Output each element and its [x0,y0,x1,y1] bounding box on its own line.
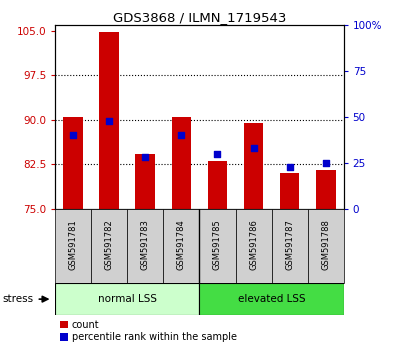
Text: elevated LSS: elevated LSS [238,294,305,304]
Text: stress: stress [2,294,33,304]
Text: GSM591788: GSM591788 [321,219,330,270]
Bar [55,209,91,283]
Title: GDS3868 / ILMN_1719543: GDS3868 / ILMN_1719543 [113,11,286,24]
Point [322,160,329,166]
Bar [208,161,228,209]
Bar [91,209,127,283]
Point [178,132,184,138]
Bar [64,117,83,209]
Bar [171,117,191,209]
Text: GSM591786: GSM591786 [249,219,258,270]
Bar [135,154,155,209]
Text: GSM591783: GSM591783 [141,219,150,270]
Bar [316,170,335,209]
Bar [199,209,235,283]
Bar [272,209,308,283]
Text: GSM591781: GSM591781 [69,219,78,270]
Point [142,154,149,160]
Bar [280,173,299,209]
Bar [199,283,344,315]
Text: GSM591787: GSM591787 [285,219,294,270]
Legend: count, percentile rank within the sample: count, percentile rank within the sample [60,320,237,342]
Point [106,118,113,123]
Bar [244,123,263,209]
Point [70,132,77,138]
Bar [55,283,199,315]
Text: normal LSS: normal LSS [98,294,157,304]
Bar [127,209,164,283]
Point [250,145,257,151]
Point [214,151,221,156]
Text: GSM591782: GSM591782 [105,219,114,270]
Bar [235,209,272,283]
Text: GSM591784: GSM591784 [177,219,186,270]
Text: GSM591785: GSM591785 [213,219,222,270]
Bar [100,32,119,209]
Bar [308,209,344,283]
Point [286,164,293,169]
Bar [164,209,199,283]
